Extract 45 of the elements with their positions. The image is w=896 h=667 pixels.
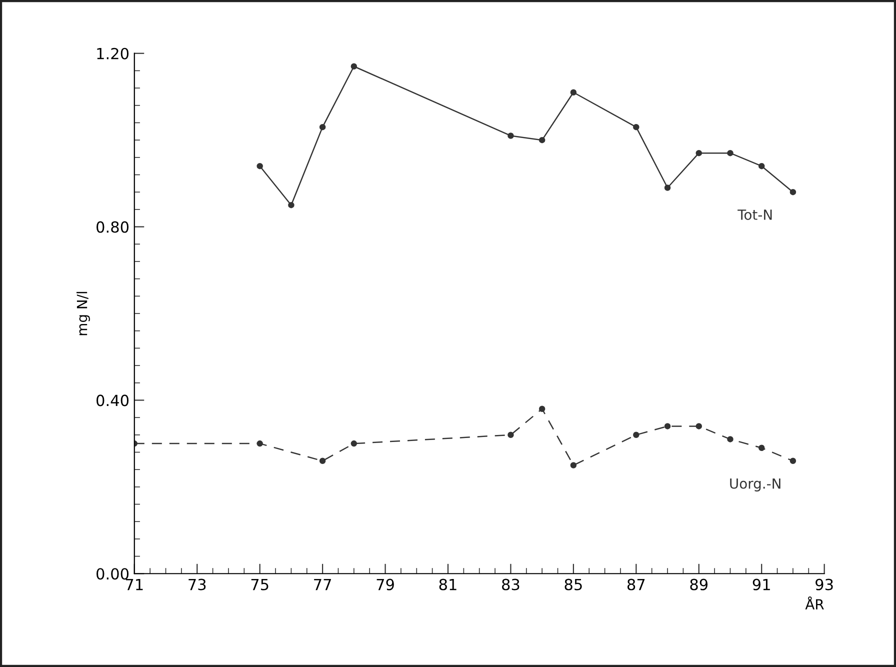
point bbox=[350, 440, 358, 447]
point bbox=[790, 188, 796, 196]
x-tick-label: 75 bbox=[251, 578, 268, 590]
x-axis-title: ÅR bbox=[805, 596, 824, 610]
y-tick-label: 0.40 bbox=[96, 394, 129, 406]
point bbox=[696, 150, 702, 156]
point bbox=[570, 462, 577, 468]
point bbox=[758, 444, 765, 452]
point bbox=[570, 89, 577, 96]
y-axis-title: mg N/l bbox=[76, 292, 90, 336]
point bbox=[538, 136, 546, 144]
point bbox=[256, 440, 263, 447]
x-tick-label: 91 bbox=[752, 578, 770, 590]
point bbox=[508, 432, 514, 438]
x-tick-label: 93 bbox=[816, 578, 833, 590]
point bbox=[664, 423, 671, 430]
point bbox=[508, 132, 514, 139]
point bbox=[538, 406, 546, 412]
x-tick-label: 71 bbox=[126, 578, 143, 590]
x-tick-label: 85 bbox=[564, 578, 582, 590]
point bbox=[727, 150, 734, 156]
point bbox=[319, 124, 326, 130]
x-tick-label: 83 bbox=[502, 578, 520, 590]
point bbox=[288, 202, 294, 208]
point bbox=[350, 63, 358, 70]
point bbox=[664, 184, 671, 191]
x-tick-label: 73 bbox=[188, 578, 206, 590]
series-label: Tot-N bbox=[738, 210, 772, 220]
point bbox=[758, 162, 765, 170]
x-tick-label: 79 bbox=[376, 578, 394, 590]
x-tick-label: 81 bbox=[439, 578, 456, 590]
y-tick-label: 1.20 bbox=[97, 48, 129, 60]
x-tick-label: 87 bbox=[627, 578, 645, 590]
point bbox=[790, 458, 796, 464]
point bbox=[319, 458, 326, 464]
point bbox=[727, 436, 734, 442]
x-tick-label: 77 bbox=[314, 578, 331, 590]
x-tick-label: 89 bbox=[690, 578, 708, 590]
point bbox=[633, 432, 640, 438]
y-tick-label: 0.80 bbox=[96, 221, 129, 233]
point bbox=[633, 124, 640, 130]
y-tick-label: 0.00 bbox=[96, 568, 129, 580]
point bbox=[256, 162, 263, 170]
series-label: Uorg.-N bbox=[730, 478, 780, 492]
point bbox=[696, 423, 702, 430]
